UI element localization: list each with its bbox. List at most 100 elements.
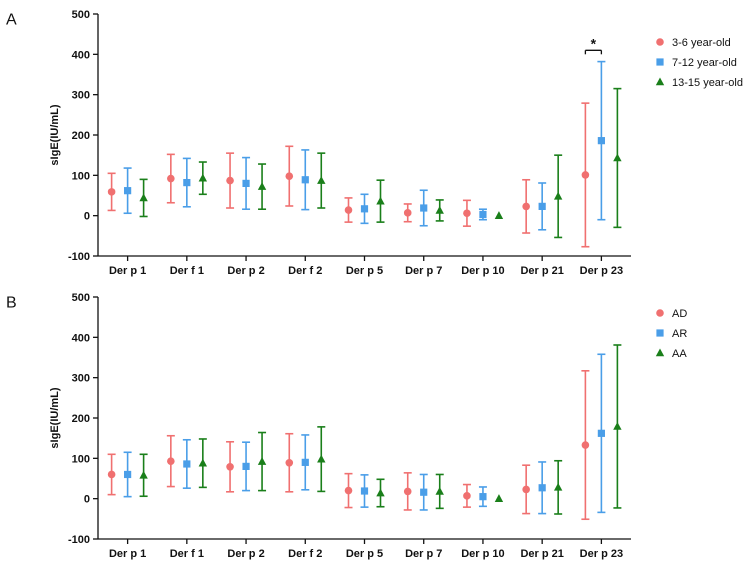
data-point-square bbox=[124, 470, 132, 479]
legend-marker-triangle bbox=[655, 77, 665, 86]
data-point-circle bbox=[226, 463, 234, 471]
legend-marker-square bbox=[656, 329, 664, 337]
data-point-circle bbox=[285, 172, 294, 180]
data-point-circle bbox=[285, 458, 294, 467]
legend-item: AD bbox=[656, 308, 687, 320]
significance-bracket bbox=[584, 49, 603, 55]
legend-item: AA bbox=[655, 348, 687, 360]
legend-item: 13-15 year-old bbox=[655, 77, 743, 89]
legend-item: 3-6 year-old bbox=[656, 37, 731, 49]
data-point-square bbox=[183, 460, 191, 468]
y-tick-label: 0 bbox=[84, 211, 90, 223]
data-point-triangle bbox=[613, 421, 622, 430]
data-point-triangle bbox=[376, 488, 385, 497]
legend-label: 7-12 year-old bbox=[672, 57, 737, 69]
data-point-triangle bbox=[317, 176, 326, 184]
data-point-triangle bbox=[553, 482, 563, 491]
data-point-circle bbox=[344, 486, 353, 495]
legend-label: AA bbox=[672, 348, 687, 360]
y-tick-label: -100 bbox=[68, 251, 90, 263]
x-tick-label: Der p 2 bbox=[227, 265, 264, 277]
legend-label: AD bbox=[672, 308, 687, 320]
data-point-square bbox=[124, 187, 132, 195]
data-point-square bbox=[242, 179, 250, 187]
x-tick-label: Der p 10 bbox=[461, 548, 504, 560]
data-point-square bbox=[242, 462, 250, 470]
x-tick-label: Der p 2 bbox=[227, 548, 264, 560]
data-point-triangle bbox=[494, 211, 504, 219]
data-point-triangle bbox=[198, 458, 208, 467]
x-tick-label: Der p 5 bbox=[346, 265, 383, 277]
legend-label: 13-15 year-old bbox=[672, 77, 743, 89]
data-point-square bbox=[301, 458, 309, 466]
data-point-square bbox=[479, 210, 487, 219]
data-point-square bbox=[420, 488, 428, 496]
y-tick-label: 300 bbox=[72, 373, 90, 385]
y-tick-label: 500 bbox=[72, 292, 90, 304]
data-point-circle bbox=[403, 209, 412, 217]
data-point-circle bbox=[226, 176, 234, 185]
y-tick-label: 400 bbox=[72, 49, 90, 61]
legend-marker-triangle bbox=[655, 348, 665, 357]
data-point-square bbox=[301, 176, 309, 184]
data-point-circle bbox=[107, 470, 116, 479]
legend-item: AR bbox=[656, 328, 687, 340]
data-point-triangle bbox=[198, 173, 208, 182]
data-point-circle bbox=[167, 174, 175, 183]
data-point-circle bbox=[581, 171, 590, 179]
x-tick-label: Der p 23 bbox=[580, 265, 623, 277]
data-point-circle bbox=[167, 457, 175, 465]
y-tick-label: 100 bbox=[72, 453, 90, 465]
x-tick-label: Der f 1 bbox=[170, 548, 204, 560]
data-point-triangle bbox=[257, 457, 267, 465]
data-point-triangle bbox=[435, 205, 444, 214]
x-tick-label: Der p 10 bbox=[461, 265, 504, 277]
panel-b: B -100 0 100 200 300 400 500 Der p 1 Der f 1 Der p… bbox=[6, 292, 687, 560]
panel-label: B bbox=[6, 294, 17, 311]
data-point-square bbox=[360, 205, 369, 213]
data-point-circle bbox=[522, 485, 530, 494]
x-tick-label: Der p 21 bbox=[520, 548, 563, 560]
data-point-triangle bbox=[613, 153, 622, 162]
panel-a: A -100 0 100 200 300 400 500 Der p 1 Der f 1 Der p… bbox=[6, 9, 743, 277]
y-axis-label: sIgE(IU/mL) bbox=[49, 387, 61, 448]
legend-marker-circle bbox=[656, 38, 664, 46]
data-point-circle bbox=[403, 487, 412, 496]
x-tick-label: Der p 1 bbox=[109, 265, 146, 277]
y-tick-label: 0 bbox=[84, 494, 90, 506]
data-point-triangle bbox=[376, 196, 385, 205]
data-point-circle bbox=[107, 188, 116, 196]
y-tick-label: 300 bbox=[72, 90, 90, 102]
significance-star: * bbox=[591, 35, 597, 51]
data-point-square bbox=[538, 484, 546, 492]
x-tick-label: Der p 5 bbox=[346, 548, 383, 560]
legend-item: 7-12 year-old bbox=[656, 57, 737, 69]
data-point-triangle bbox=[553, 191, 563, 200]
data-point-square bbox=[183, 178, 191, 187]
x-tick-label: Der f 1 bbox=[170, 265, 204, 277]
data-point-circle bbox=[581, 441, 590, 449]
data-point-square bbox=[479, 493, 487, 501]
data-point-triangle bbox=[139, 193, 148, 202]
data-point-triangle bbox=[435, 486, 444, 495]
data-point-circle bbox=[522, 202, 530, 211]
legend-marker-square bbox=[656, 58, 664, 66]
data-point-triangle bbox=[139, 470, 148, 479]
data-point-square bbox=[420, 204, 428, 212]
x-tick-label: Der p 1 bbox=[109, 548, 146, 560]
legend-label: 3-6 year-old bbox=[672, 37, 731, 49]
data-point-triangle bbox=[257, 182, 267, 190]
data-point-circle bbox=[344, 206, 353, 214]
data-point-square bbox=[597, 429, 605, 437]
panel-label: A bbox=[6, 11, 17, 28]
y-axis-label: sIgE(IU/mL) bbox=[49, 104, 61, 165]
x-tick-label: Der p 7 bbox=[405, 265, 442, 277]
data-point-square bbox=[538, 202, 546, 210]
x-tick-label: Der p 23 bbox=[580, 548, 623, 560]
data-point-triangle bbox=[494, 494, 504, 502]
legend-marker-circle bbox=[656, 309, 664, 317]
y-tick-label: -100 bbox=[68, 534, 90, 546]
data-point-square bbox=[360, 487, 369, 495]
x-tick-label: Der p 21 bbox=[520, 265, 563, 277]
